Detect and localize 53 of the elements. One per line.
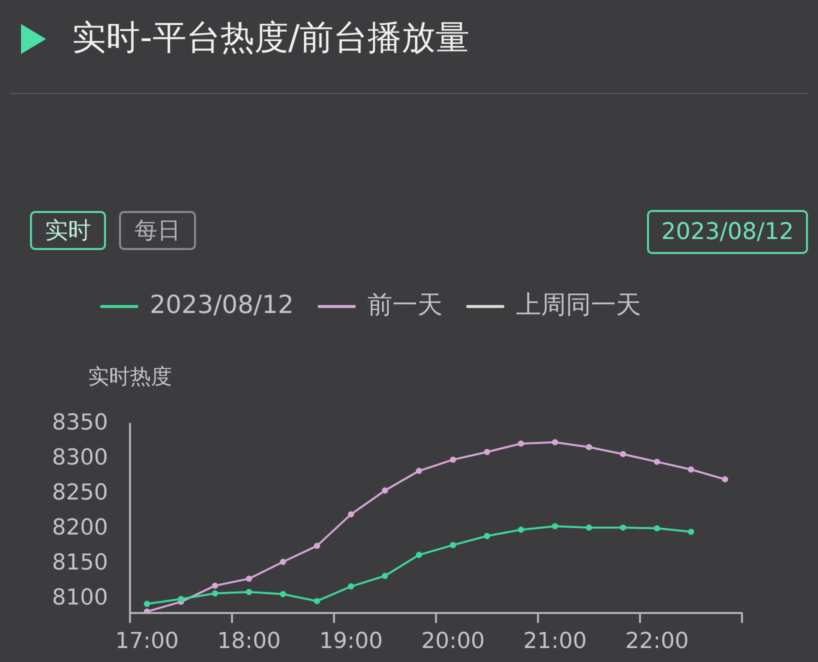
point xyxy=(586,524,592,531)
x-tick-label: 19:00 xyxy=(319,628,383,654)
legend-label: 前一天 xyxy=(367,290,442,319)
point xyxy=(348,583,354,590)
legend-label: 上周同一天 xyxy=(516,290,641,319)
y-tick-label: 8250 xyxy=(52,480,108,506)
point xyxy=(178,596,184,602)
y-tick-label: 8200 xyxy=(52,516,108,541)
point xyxy=(620,451,626,458)
point xyxy=(246,576,252,582)
x-tick-label: 22:00 xyxy=(625,628,689,654)
point xyxy=(280,591,286,598)
point xyxy=(314,598,320,604)
point xyxy=(280,558,286,565)
point xyxy=(450,542,456,548)
point xyxy=(654,458,660,465)
point xyxy=(382,572,388,579)
point xyxy=(688,466,694,473)
y-tick-label: 8350 xyxy=(52,410,108,436)
x-tick-label: 17:00 xyxy=(115,628,179,654)
point xyxy=(518,526,524,533)
point xyxy=(416,552,422,558)
point xyxy=(586,444,592,450)
point xyxy=(552,439,558,446)
x-tick-label: 20:00 xyxy=(421,628,485,654)
point xyxy=(620,524,626,531)
point xyxy=(688,528,694,535)
point xyxy=(212,582,218,589)
text: 2023/08/12 xyxy=(661,219,794,245)
point xyxy=(484,532,490,540)
point xyxy=(450,456,456,463)
point xyxy=(382,487,388,494)
text: 实时 xyxy=(45,217,91,246)
point xyxy=(654,525,660,532)
point xyxy=(416,468,422,474)
y-tick-label: 8150 xyxy=(52,550,108,576)
point xyxy=(246,588,252,596)
point xyxy=(552,523,558,530)
point xyxy=(518,440,524,447)
point xyxy=(212,590,218,596)
y-axis-title: 实时热度 xyxy=(88,364,172,388)
point xyxy=(314,542,320,549)
point xyxy=(722,476,728,482)
chart-title: 实时-平台热度/前台播放量 xyxy=(72,17,470,60)
x-tick-label: 21:00 xyxy=(523,628,587,654)
point xyxy=(144,600,150,607)
point xyxy=(484,448,490,456)
x-tick-label: 18:00 xyxy=(217,628,281,654)
y-tick-label: 8100 xyxy=(52,586,108,611)
legend-label: 2023/08/12 xyxy=(150,290,294,319)
point xyxy=(348,511,354,518)
text: 每日 xyxy=(134,217,180,246)
y-tick-label: 8300 xyxy=(52,446,108,471)
